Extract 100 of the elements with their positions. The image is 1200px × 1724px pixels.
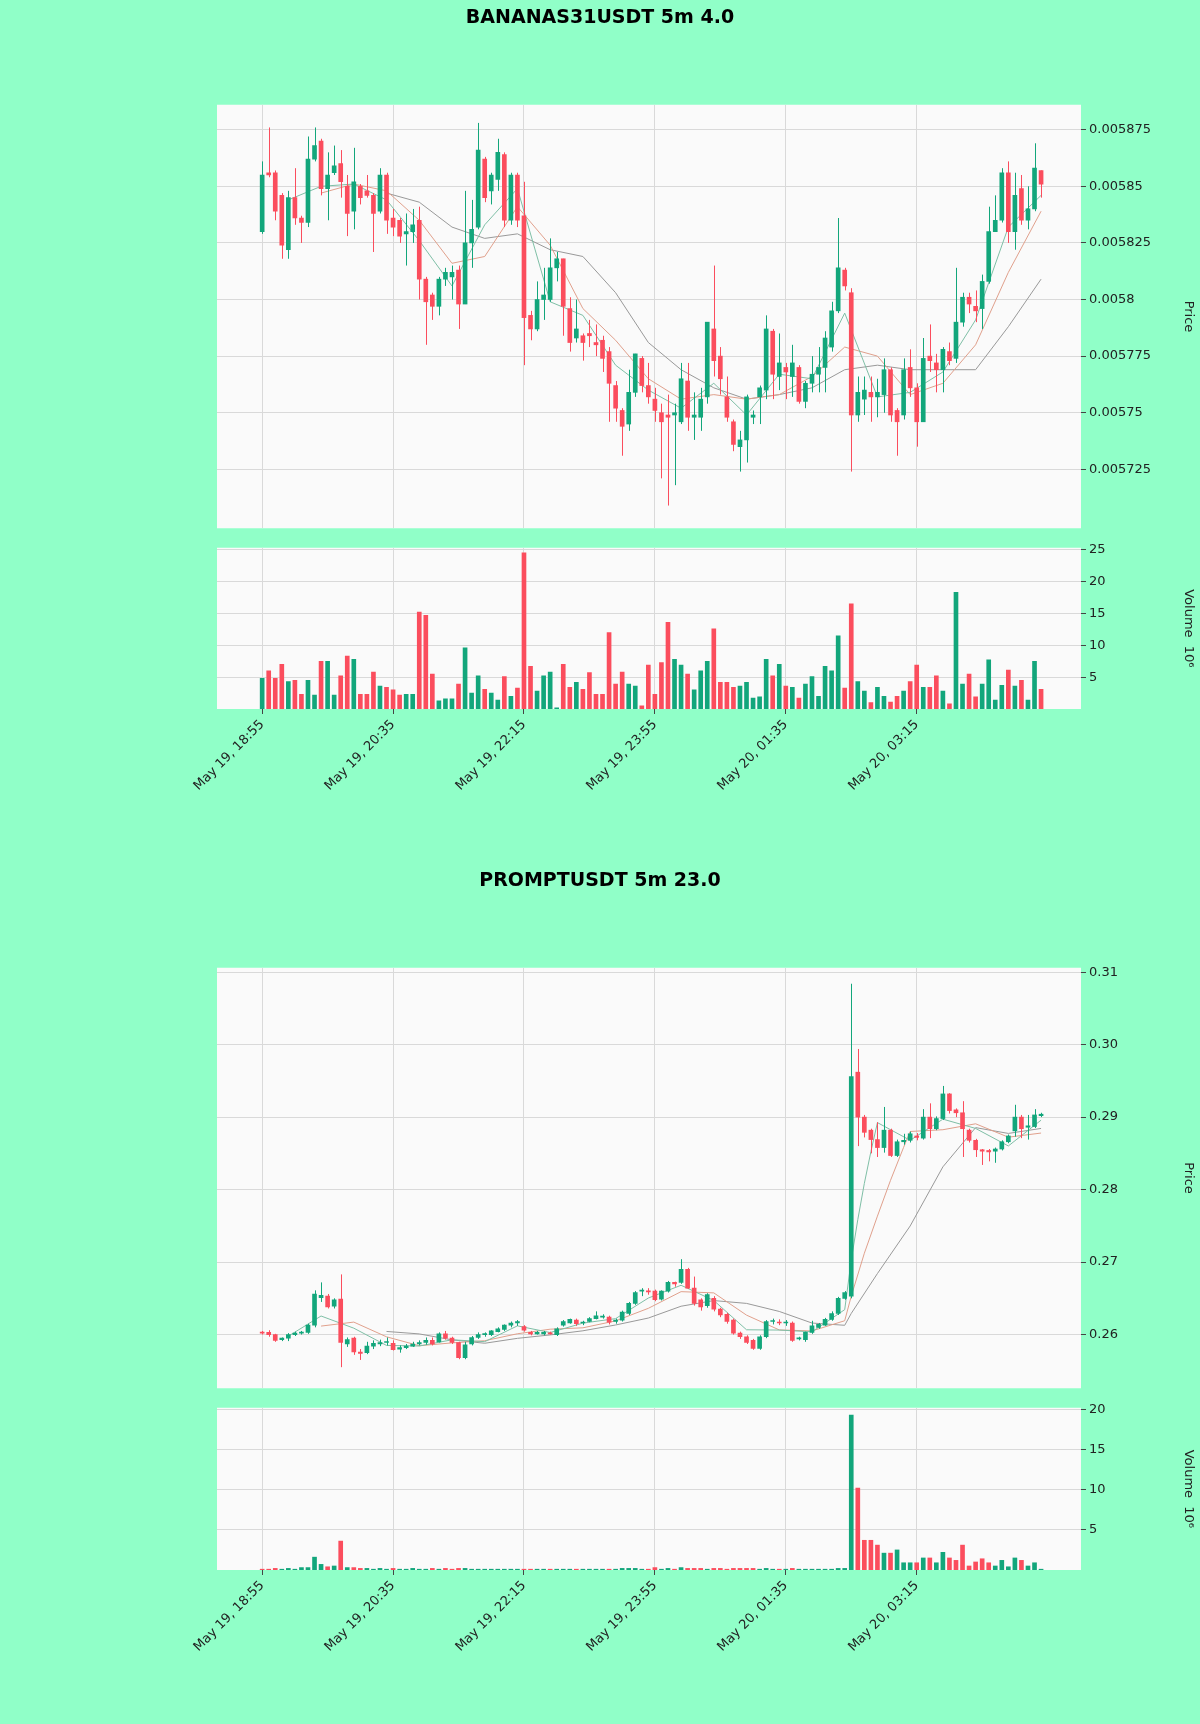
bar (986, 659, 992, 709)
bar (685, 673, 690, 709)
bar (888, 1552, 893, 1570)
bar (973, 1561, 978, 1570)
bar (973, 696, 978, 709)
bar (803, 683, 808, 709)
bar (626, 683, 632, 709)
y-axis-title: Price (1181, 1162, 1197, 1194)
bar (574, 681, 579, 709)
candlestick (992, 1147, 998, 1164)
candlestick (266, 1329, 272, 1338)
bar (384, 687, 389, 709)
bar (587, 672, 592, 709)
bar (358, 694, 363, 709)
y-tick-label: 0.005875 (1089, 121, 1152, 137)
candlestick (587, 1316, 592, 1323)
bar (731, 687, 736, 709)
y-tick-label: 0.29 (1089, 1108, 1118, 1124)
chart-title: BANANAS31USDT 5m 4.0 (464, 4, 736, 29)
bar (1006, 669, 1011, 709)
bar (449, 698, 455, 709)
bar (397, 694, 402, 709)
y-tick-label: 0.28 (1089, 1180, 1118, 1196)
bar (914, 1562, 920, 1570)
candlestick (757, 1334, 762, 1351)
candlestick (816, 346, 821, 393)
y-tick-label: 0.0058 (1089, 290, 1135, 306)
candlestick (646, 1287, 651, 1296)
bar (907, 1562, 913, 1570)
bar (934, 1562, 939, 1570)
bar (1006, 1566, 1011, 1570)
candlestick (384, 1336, 389, 1346)
bar (718, 681, 723, 709)
candlestick (410, 208, 416, 244)
candlestick (554, 1326, 560, 1337)
y-tick-label: 0.00575 (1089, 404, 1143, 420)
bar (371, 671, 376, 709)
bar (855, 1487, 861, 1570)
candlestick (842, 1290, 848, 1301)
y-tick-label: 15 (1089, 604, 1106, 620)
bar (862, 690, 867, 709)
bar (783, 685, 789, 709)
bar (757, 696, 762, 709)
bar (875, 1544, 880, 1570)
bar (600, 694, 605, 709)
y-tick-label: 0.005725 (1089, 460, 1152, 476)
bar (456, 683, 461, 709)
bar (632, 685, 638, 709)
candlestick (1025, 1114, 1031, 1141)
bar (515, 687, 520, 709)
bar (286, 681, 291, 709)
bar (888, 701, 893, 709)
bar (776, 664, 782, 709)
bar (744, 681, 749, 709)
bar (344, 655, 350, 709)
candlestick (875, 1121, 880, 1158)
bar (338, 1540, 344, 1570)
bar (947, 703, 952, 709)
bar (299, 1567, 304, 1570)
bar (299, 694, 304, 709)
bar (927, 1557, 933, 1570)
bar (1032, 1562, 1037, 1570)
bar (927, 687, 933, 709)
y-tick-label: 25 (1089, 541, 1106, 557)
bar (960, 1544, 965, 1570)
bar (266, 670, 272, 709)
bar (920, 687, 926, 709)
bar (469, 692, 474, 709)
bar (842, 687, 848, 709)
candlestick (829, 1310, 834, 1322)
bar (790, 687, 795, 709)
bar (986, 1562, 992, 1570)
bar (829, 670, 834, 709)
y-tick-label: 0.005825 (1089, 234, 1152, 250)
bar (639, 705, 645, 709)
y-tick-label: 20 (1089, 572, 1106, 588)
bar (410, 694, 416, 709)
bar (672, 658, 677, 709)
y-tick-label: 5 (1089, 668, 1098, 684)
y-tick-label: 0.31 (1089, 963, 1118, 979)
y-tick-label: 0.27 (1089, 1253, 1118, 1269)
bar (678, 1567, 684, 1570)
y-tick-label: 20 (1089, 1400, 1106, 1416)
bar (848, 1414, 854, 1570)
bar (947, 1557, 952, 1570)
bar (312, 1556, 317, 1570)
bar (528, 665, 533, 709)
bar (338, 675, 344, 709)
bar (436, 700, 442, 709)
y-tick-label: 0.00585 (1089, 177, 1143, 193)
candlestick (272, 1333, 278, 1343)
bar (855, 681, 861, 709)
bar (646, 664, 651, 709)
bar (862, 1539, 867, 1570)
y-tick-label: 15 (1089, 1440, 1106, 1456)
bar (443, 698, 448, 709)
bar (1019, 680, 1024, 709)
bar (934, 675, 939, 709)
bar (901, 690, 906, 709)
y-tick-label: 5 (1089, 1521, 1098, 1537)
